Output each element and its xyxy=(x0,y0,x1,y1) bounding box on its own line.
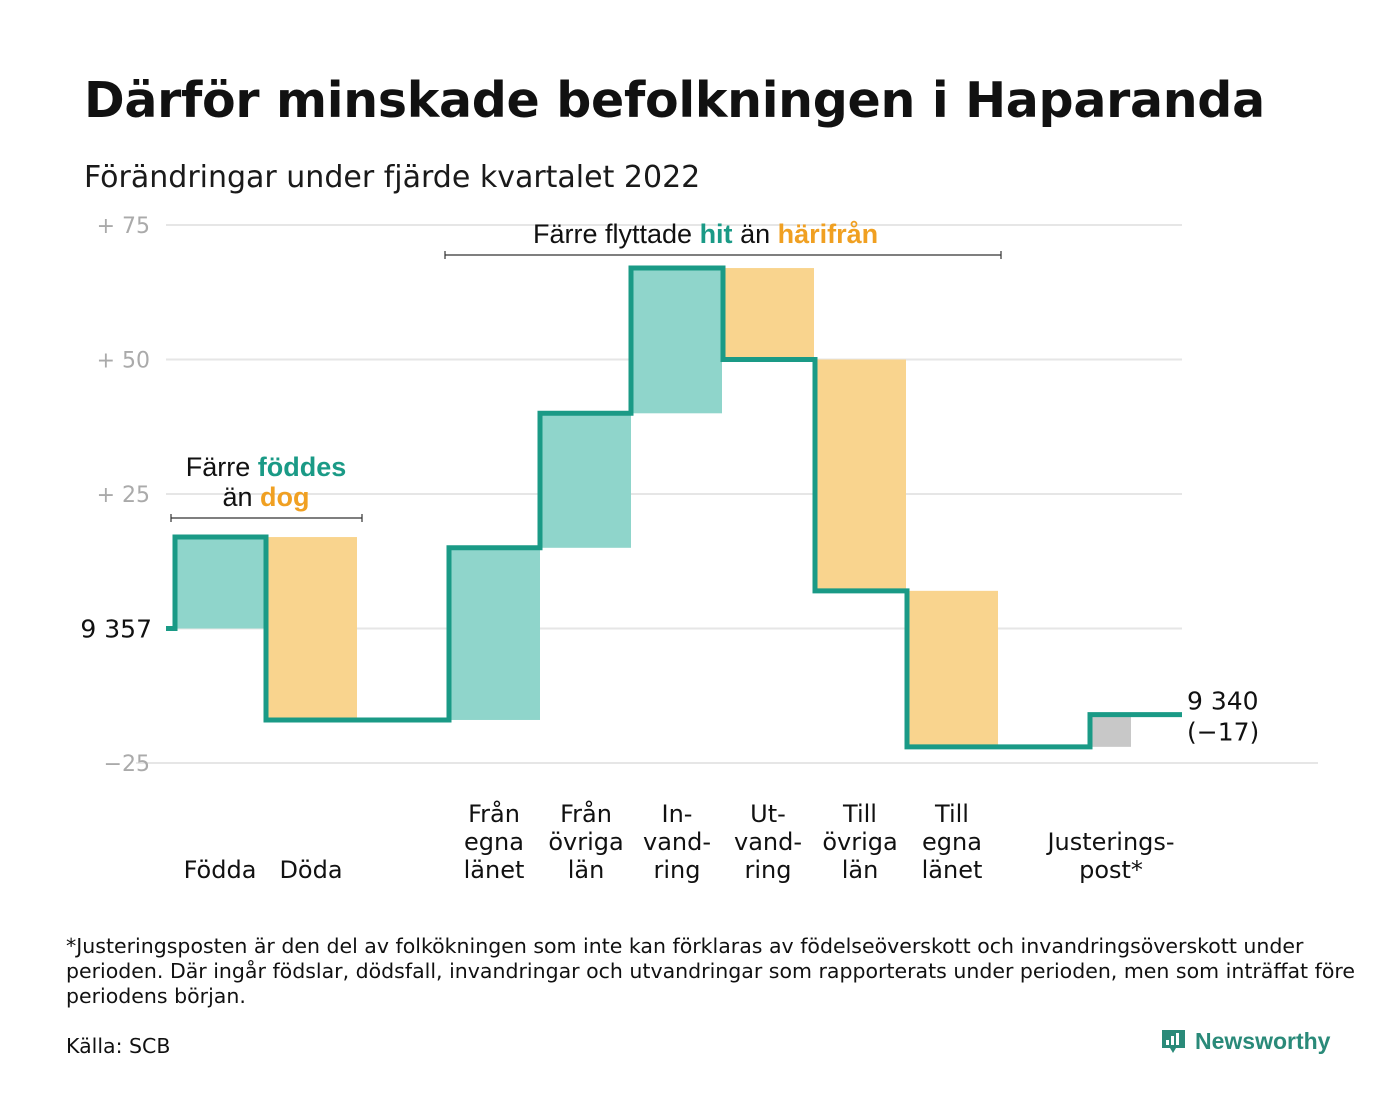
start-value-label: 9 357 xyxy=(80,615,152,644)
category-label-fran_ovriga: län xyxy=(568,856,605,884)
y-tick-label: + 50 xyxy=(97,349,150,374)
y-tick-label: −25 xyxy=(104,752,150,777)
category-label-fran_egna: länet xyxy=(464,856,525,884)
births-annotation-mid: än xyxy=(222,482,261,512)
waterfall-bar-till_egna xyxy=(907,590,998,747)
cumulative-step-line xyxy=(166,265,1182,750)
chart-title: Därför minskade befolkningen i Haparanda xyxy=(84,72,1265,129)
category-label-fran_ovriga: övriga xyxy=(548,828,623,856)
migration-annotation-mid: än xyxy=(732,219,778,249)
end-change-label: (−17) xyxy=(1187,718,1259,747)
brand-name: Newsworthy xyxy=(1195,1028,1331,1054)
category-label-invandring: In- xyxy=(662,800,693,828)
category-label-justering: Justerings- xyxy=(1045,828,1174,856)
brand-logo: Newsworthy xyxy=(1160,1028,1330,1055)
chart-subtitle: Förändringar under fjärde kvartalet 2022 xyxy=(84,160,701,195)
waterfall-bar-justering xyxy=(1090,714,1131,747)
footnote: *Justeringsposten är den del av folkökni… xyxy=(66,934,1355,1008)
category-label-fran_egna: Från xyxy=(468,799,520,828)
source-label: Källa: SCB xyxy=(66,1034,171,1058)
category-label-fran_egna: egna xyxy=(464,828,524,856)
category-label-doda: Döda xyxy=(279,856,342,884)
end-value-label: 9 340 xyxy=(1187,687,1259,716)
newsworthy-logo-icon xyxy=(1162,1030,1185,1053)
category-label-till_egna: Till xyxy=(934,800,969,828)
y-tick-label: + 25 xyxy=(97,483,150,508)
category-label-till_ovriga: Till xyxy=(842,800,877,828)
migration-annotation-pre: Färre flyttade xyxy=(533,219,700,249)
category-label-fodda: Födda xyxy=(184,856,257,884)
y-tick-label: + 75 xyxy=(97,214,150,239)
waterfall-bar-doda xyxy=(266,537,357,720)
category-label-invandring: ring xyxy=(654,856,701,884)
category-label-till_egna: länet xyxy=(922,856,983,884)
category-label-till_egna: egna xyxy=(922,828,982,856)
category-label-utvandring: Ut- xyxy=(750,800,786,828)
category-label-utvandring: ring xyxy=(745,856,792,884)
category-label-invandring: vand- xyxy=(643,828,711,856)
waterfall-bar-fodda xyxy=(175,537,266,629)
waterfall-bar-till_ovriga xyxy=(815,359,906,591)
migration-annotation: Färre flyttade hit än härifrån xyxy=(533,219,878,250)
births-annotation: Färre föddes än dog xyxy=(180,452,352,512)
migration-annotation-hit: hit xyxy=(699,219,733,249)
deaths-annotation-highlight: dog xyxy=(260,482,310,512)
waterfall-bar-invandring xyxy=(631,268,722,414)
waterfall-bar-utvandring xyxy=(723,268,814,360)
births-annotation-pre: Färre xyxy=(185,452,258,482)
births-annotation-highlight: föddes xyxy=(257,452,347,482)
category-label-fran_ovriga: Från xyxy=(560,799,612,828)
category-label-till_ovriga: övriga xyxy=(822,828,897,856)
category-label-till_ovriga: län xyxy=(842,856,879,884)
waterfall-bar-fran_ovriga xyxy=(540,413,631,548)
category-label-utvandring: vand- xyxy=(734,828,802,856)
category-label-justering: post* xyxy=(1079,856,1143,884)
migration-annotation-harifran: härifrån xyxy=(777,219,879,249)
waterfall-bar-fran_egna xyxy=(449,547,540,720)
